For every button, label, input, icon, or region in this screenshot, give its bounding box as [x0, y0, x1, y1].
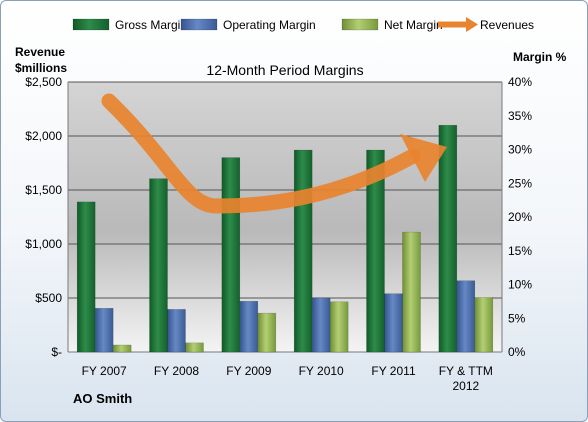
- revenues-arrow: [101, 93, 447, 214]
- y-right-axis: 0% 5% 10% 15% 20% 25% 30% 35% 40%: [508, 75, 532, 359]
- y-left-axis: $- $500 $1,000 $1,500 $2,000 $2,500: [25, 75, 503, 359]
- legend-swatch-gross-margin: [72, 18, 110, 31]
- bar-gross-margin: [149, 178, 168, 353]
- bar-gross-margin: [366, 149, 385, 353]
- bar-operating-margin: [311, 297, 331, 353]
- y-left-label-line2: $millions: [15, 61, 67, 75]
- bar-net-margin: [112, 344, 132, 353]
- y-right-label: Margin %: [513, 50, 567, 64]
- legend: Gross Margin Operating Margin Net Margin Re…: [72, 17, 534, 32]
- bar-operating-margin: [384, 293, 403, 353]
- x-tick-label: FY 2008: [154, 364, 199, 378]
- y-left-tick: $2,000: [25, 129, 62, 143]
- legend-label-net-margin: Net Margin: [384, 18, 443, 32]
- x-tick-label: FY 2011: [371, 364, 416, 378]
- x-tick-label: FY & TTM 2012: [439, 364, 493, 393]
- y-right-tick: 20%: [508, 210, 532, 224]
- y-left-tick: $2,500: [25, 75, 62, 89]
- company-label: AO Smith: [73, 391, 132, 406]
- chart-title: 12-Month Period Margins: [206, 62, 363, 78]
- y-right-tick: 0%: [508, 345, 526, 359]
- bar-net-margin: [185, 342, 204, 353]
- legend-swatch-net-margin: [341, 18, 379, 31]
- legend-swatch-operating-margin: [180, 18, 218, 31]
- y-left-tick: $-: [51, 345, 62, 359]
- bar-operating-margin: [456, 280, 476, 353]
- gridlines: [68, 81, 502, 353]
- bar-net-margin: [329, 301, 349, 353]
- y-right-tick: 25%: [508, 176, 532, 190]
- bar-gross-margin: [76, 201, 96, 353]
- legend-label-revenues: Revenues: [480, 18, 534, 32]
- y-right-tick: 30%: [508, 143, 532, 157]
- x-tick-label: FY 2010: [299, 364, 344, 378]
- y-left-label-line1: Revenue: [15, 45, 65, 59]
- y-right-tick: 5%: [508, 311, 526, 325]
- bar-net-margin: [402, 231, 421, 353]
- y-right-tick: 15%: [508, 244, 532, 258]
- bar-operating-margin: [239, 300, 259, 353]
- revenues-arrow-curve: [101, 93, 421, 214]
- x-tick-label: FY 2009: [226, 364, 271, 378]
- y-left-tick: $1,500: [25, 183, 62, 197]
- y-left-tick: $500: [35, 291, 62, 305]
- bar-net-margin: [474, 297, 494, 353]
- bar-gross-margin: [438, 124, 458, 353]
- y-right-tick: 10%: [508, 278, 532, 292]
- legend-arrowhead: [466, 17, 478, 32]
- x-tick-label: FY 2007: [82, 364, 127, 378]
- x-axis-labels: FY 2007 FY 2008 FY 2009 FY 2010 FY 2011 FY & …: [82, 364, 493, 393]
- bar-gross-margin: [221, 157, 241, 353]
- bar-operating-margin: [167, 309, 186, 353]
- legend-label-operating-margin: Operating Margin: [223, 18, 316, 32]
- revenues-arrowhead: [400, 134, 447, 182]
- legend-label-gross-margin: Gross Margin: [115, 18, 187, 32]
- bar-net-margin: [257, 312, 277, 353]
- bar-gross-margin: [293, 149, 313, 353]
- y-right-tick: 40%: [508, 75, 532, 89]
- y-left-tick: $1,000: [25, 237, 62, 251]
- bar-operating-margin: [94, 308, 114, 353]
- y-right-tick: 35%: [508, 109, 532, 123]
